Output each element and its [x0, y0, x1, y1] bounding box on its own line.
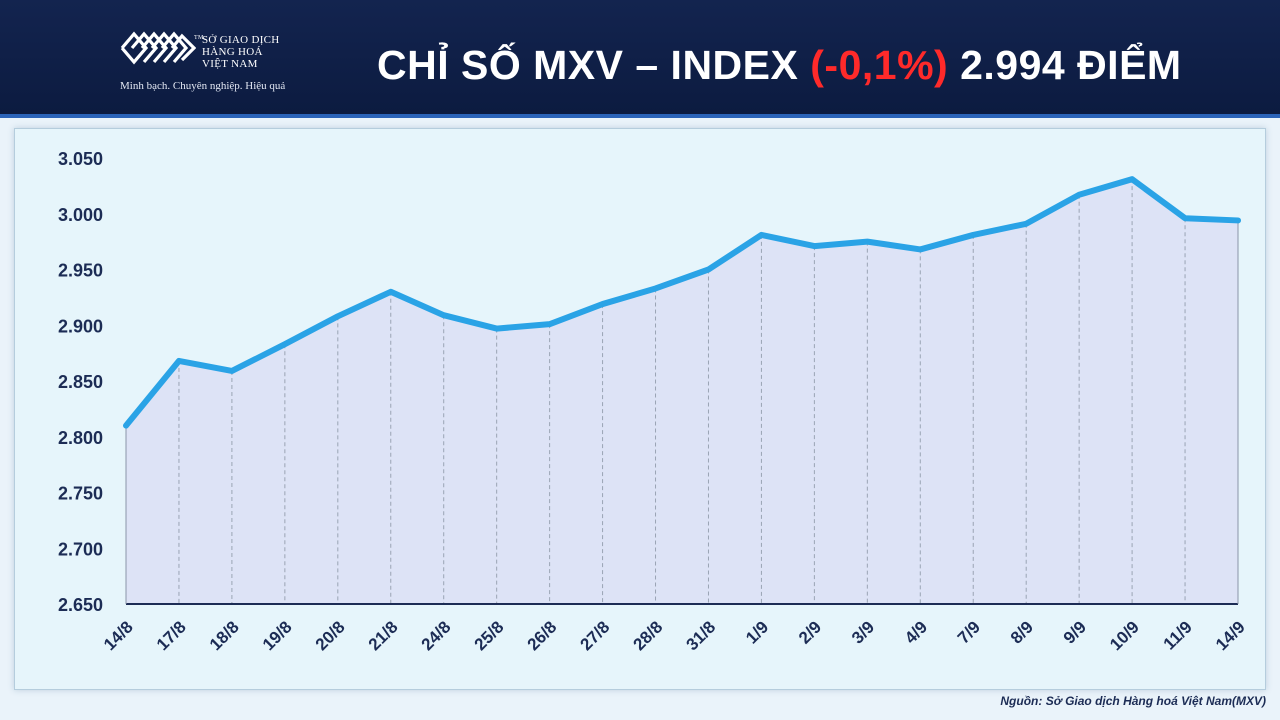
x-tick-label: 7/9 — [954, 617, 984, 647]
x-tick-label: 19/8 — [259, 617, 296, 654]
title-index-name: CHỈ SỐ MXV – INDEX — [377, 42, 811, 88]
area-fill-layer — [126, 179, 1239, 604]
title-change-percent: (-0,1%) — [810, 42, 949, 88]
data-point-26/8 — [547, 321, 553, 327]
series-line-layer — [123, 176, 1241, 429]
y-tick-label: 3.000 — [58, 205, 103, 225]
y-axis-tick-labels: 2.650 2.700 2.750 2.800 2.850 2.900 2.950 3.000… — [58, 149, 103, 615]
x-tick-label: 24/8 — [418, 617, 455, 654]
area-fill — [126, 179, 1238, 604]
data-point-25/8 — [494, 326, 500, 332]
x-tick-label: 11/9 — [1160, 617, 1196, 653]
title-index-value: 2.994 ĐIỂM — [948, 42, 1182, 88]
brand-line-1: SỞ GIAO DỊCH — [202, 34, 280, 46]
x-tick-label: 28/8 — [630, 617, 667, 654]
y-tick-label: 2.900 — [58, 316, 103, 336]
data-point-4/9 — [917, 246, 923, 252]
data-point-7/9 — [970, 232, 976, 238]
brand-line-3: VIỆT NAM — [202, 58, 258, 70]
x-tick-label: 14/9 — [1212, 617, 1249, 654]
x-tick-label: 9/9 — [1060, 617, 1090, 647]
x-tick-label: 18/8 — [206, 617, 243, 654]
y-tick-label: 2.800 — [58, 428, 103, 448]
x-tick-label: 27/8 — [577, 617, 614, 654]
data-point-11/9 — [1182, 215, 1188, 221]
header-banner: TM SỞ GIAO DỊCH HÀNG HOÁ VIỆT NAM Minh b… — [0, 0, 1280, 118]
data-point-27/8 — [600, 301, 606, 307]
brand-name: TM SỞ GIAO DỊCH HÀNG HOÁ VIỆT NAM — [194, 34, 280, 70]
series-line — [123, 176, 1241, 429]
data-point-8/9 — [1023, 221, 1029, 227]
data-point-14/8 — [123, 423, 129, 429]
x-tick-label: 21/8 — [365, 617, 402, 654]
y-tick-label: 2.750 — [58, 484, 103, 504]
y-tick-label: 2.700 — [58, 539, 103, 559]
x-tick-label: 10/9 — [1106, 617, 1143, 654]
data-point-17/8 — [176, 358, 182, 364]
x-axis-tick-labels: 14/8 17/8 18/8 19/8 20/8 21/8 24/8 25/8 26/8 27/8… — [100, 617, 1249, 654]
x-tick-label: 1/9 — [742, 617, 772, 647]
data-point-10/9 — [1129, 176, 1135, 182]
data-point-3/9 — [864, 239, 870, 245]
data-point-19/8 — [282, 341, 288, 347]
x-tick-label: 3/9 — [848, 617, 878, 647]
page-title: CHỈ SỐ MXV – INDEX (-0,1%) 2.994 ĐIỂM — [377, 42, 1182, 89]
y-tick-label: 2.650 — [58, 595, 103, 615]
x-tick-label: 4/9 — [901, 617, 931, 647]
x-tick-label: 31/8 — [682, 617, 719, 654]
data-point-20/8 — [335, 313, 341, 319]
mxv-logo: TM SỞ GIAO DỊCH HÀNG HOÁ VIỆT NAM Minh b… — [120, 28, 320, 98]
x-tick-label: 20/8 — [312, 617, 349, 654]
x-tick-label: 8/9 — [1007, 617, 1037, 647]
brand-line-2: HÀNG HOÁ — [202, 46, 263, 58]
y-tick-label: 2.950 — [58, 261, 103, 281]
x-tick-label: 17/8 — [153, 617, 190, 654]
x-tick-label: 2/9 — [795, 617, 825, 647]
data-point-14/9 — [1235, 217, 1241, 223]
data-point-1/9 — [758, 232, 764, 238]
x-tick-label: 26/8 — [524, 617, 561, 654]
mxv-logo-icon — [120, 31, 196, 65]
trademark-mark: TM — [194, 35, 204, 41]
axes — [125, 220, 1239, 605]
data-point-2/9 — [811, 243, 817, 249]
x-tick-label: 25/8 — [471, 617, 508, 654]
y-tick-label: 3.050 — [58, 149, 103, 169]
data-point-9/9 — [1076, 192, 1082, 198]
data-point-21/8 — [388, 289, 394, 295]
x-tick-label: 14/8 — [100, 617, 137, 654]
slogan: Minh bạch. Chuyên nghiệp. Hiệu quả — [120, 80, 286, 92]
source-note: Nguồn: Sở Giao dịch Hàng hoá Việt Nam(MX… — [1000, 694, 1266, 708]
data-point-28/8 — [653, 285, 659, 291]
data-point-24/8 — [441, 312, 447, 318]
data-point-31/8 — [705, 267, 711, 272]
data-point-18/8 — [229, 368, 235, 374]
y-tick-label: 2.850 — [58, 372, 103, 392]
